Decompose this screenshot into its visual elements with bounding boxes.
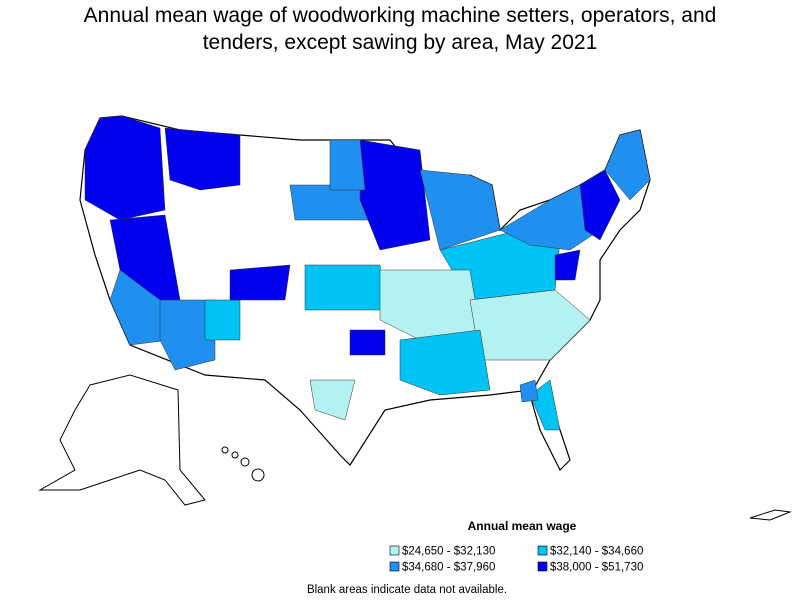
- legend-swatch: [389, 545, 400, 556]
- region: [109, 269, 171, 346]
- legend-title: Annual mean wage: [468, 519, 577, 533]
- region: [519, 379, 539, 403]
- legend-swatch: [537, 561, 548, 572]
- title-line: tenders, except sawing by area, May 2021: [202, 31, 598, 54]
- legend-label: $38,000 - $51,730: [550, 562, 643, 574]
- region: [229, 264, 291, 301]
- region: [329, 139, 366, 191]
- legend-label: $32,140 - $34,660: [550, 546, 643, 558]
- legend-swatch: [389, 561, 400, 572]
- title-line: Annual mean wage of woodworking machine …: [83, 4, 717, 27]
- region: [579, 169, 621, 241]
- footnote: Blank areas indicate data not available.: [307, 584, 507, 596]
- region: [554, 249, 581, 281]
- region: [604, 129, 651, 201]
- map-title: Annual mean wage of woodworking machine …: [0, 2, 800, 56]
- alaska-outline: [38, 374, 206, 506]
- legend-swatch: [537, 545, 548, 556]
- region: [304, 264, 386, 311]
- hawaii-outline: [221, 446, 265, 482]
- region: [204, 299, 241, 341]
- region: [164, 127, 241, 191]
- region: [399, 329, 491, 396]
- region: [309, 379, 356, 421]
- island-outline: [749, 509, 792, 521]
- region: [349, 329, 386, 356]
- region: [529, 379, 561, 431]
- legend-label: $34,680 - $37,960: [402, 562, 495, 574]
- legend-label: $24,650 - $32,130: [402, 546, 495, 558]
- region: [84, 115, 166, 221]
